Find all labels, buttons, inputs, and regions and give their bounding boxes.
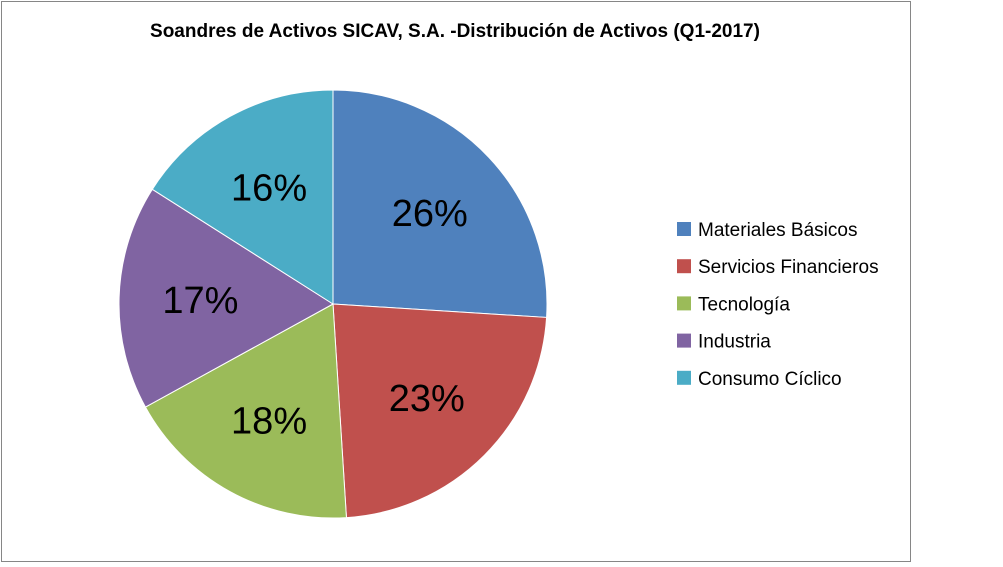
- legend: Materiales Básicos Servicios Financieros T…: [677, 220, 879, 390]
- pie-slice-1: [332, 303, 548, 519]
- legend-label-1: Servicios Financieros: [698, 257, 879, 278]
- legend-label-4: Consumo Cíclico: [698, 369, 842, 390]
- pie-slice-2: [144, 303, 347, 519]
- pie-slice-0: [332, 89, 548, 318]
- legend-swatch-0: [677, 222, 691, 236]
- legend-swatch-4: [677, 370, 691, 385]
- legend-label-0: Materiales Básicos: [698, 220, 857, 241]
- data-label-4: 16%: [231, 168, 307, 210]
- legend-swatch-1: [677, 259, 691, 274]
- legend-swatch-3: [677, 333, 691, 348]
- legend-label-2: Tecnología: [698, 294, 790, 315]
- data-label-3: 17%: [162, 280, 238, 322]
- legend-label-3: Industria: [698, 332, 771, 353]
- legend-swatch-2: [677, 296, 691, 311]
- data-label-2: 18%: [231, 400, 307, 442]
- chart-area: [1, 1, 911, 562]
- pie-slice-4: [151, 89, 334, 305]
- data-label-0: 26%: [392, 193, 468, 235]
- chart-title: Soandres de Activos SICAV, S.A. -Distrib…: [150, 21, 760, 42]
- data-label-1: 23%: [389, 378, 465, 420]
- pie-slice-3: [118, 188, 334, 408]
